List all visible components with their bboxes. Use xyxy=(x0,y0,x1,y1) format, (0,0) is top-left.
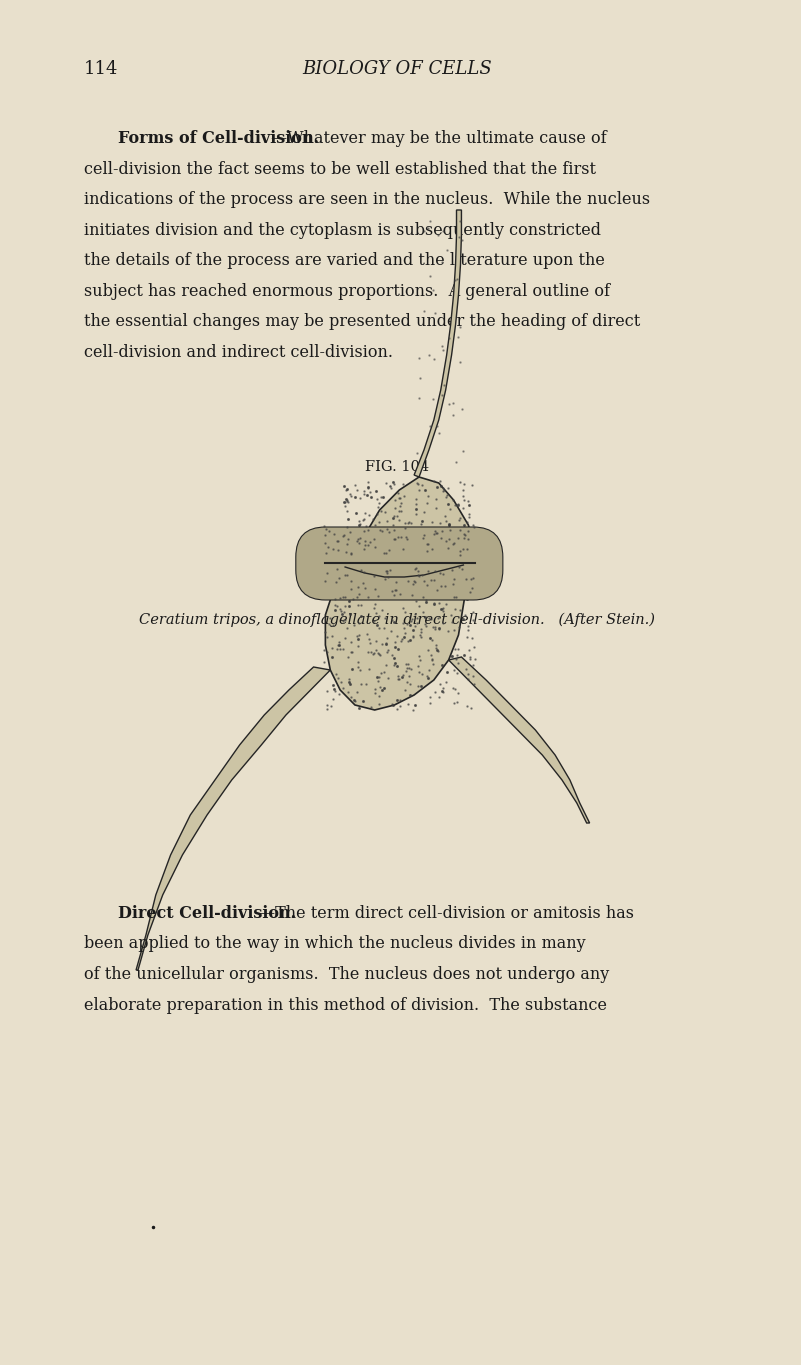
Polygon shape xyxy=(325,560,469,710)
FancyBboxPatch shape xyxy=(296,527,503,601)
Text: the essential changes may be presented under the heading of direct: the essential changes may be presented u… xyxy=(84,313,640,330)
Text: 114: 114 xyxy=(84,60,119,78)
Text: Direct Cell-division.: Direct Cell-division. xyxy=(119,905,296,921)
Text: cell-division the fact seems to be well established that the first: cell-division the fact seems to be well … xyxy=(84,161,596,177)
Polygon shape xyxy=(414,210,461,476)
Text: —The term direct cell-division or amitosis has: —The term direct cell-division or amitos… xyxy=(260,905,634,921)
Text: FIG. 104: FIG. 104 xyxy=(364,460,429,474)
Polygon shape xyxy=(350,476,478,575)
Text: subject has reached enormous proportions.  A general outline of: subject has reached enormous proportions… xyxy=(84,283,610,299)
Text: Ceratium tripos, a dinoflagellate in direct cell-division.   (After Stein.): Ceratium tripos, a dinoflagellate in dir… xyxy=(139,613,655,628)
Polygon shape xyxy=(136,667,330,971)
Text: of the unicellular organisms.  The nucleus does not undergo any: of the unicellular organisms. The nucleu… xyxy=(84,966,609,983)
Text: —Whatever may be the ultimate cause of: —Whatever may be the ultimate cause of xyxy=(272,130,607,147)
Text: been applied to the way in which the nucleus divides in many: been applied to the way in which the nuc… xyxy=(84,935,586,953)
Text: cell-division and indirect cell-division.: cell-division and indirect cell-division… xyxy=(84,344,392,360)
Text: indications of the process are seen in the nucleus.  While the nucleus: indications of the process are seen in t… xyxy=(84,191,650,207)
Text: the details of the process are varied and the literature upon the: the details of the process are varied an… xyxy=(84,253,605,269)
Polygon shape xyxy=(449,657,590,823)
Text: initiates division and the cytoplasm is subsequently constricted: initiates division and the cytoplasm is … xyxy=(84,221,601,239)
Text: Forms of Cell-division.: Forms of Cell-division. xyxy=(119,130,320,147)
Text: elaborate preparation in this method of division.  The substance: elaborate preparation in this method of … xyxy=(84,996,607,1013)
Text: BIOLOGY OF CELLS: BIOLOGY OF CELLS xyxy=(302,60,492,78)
